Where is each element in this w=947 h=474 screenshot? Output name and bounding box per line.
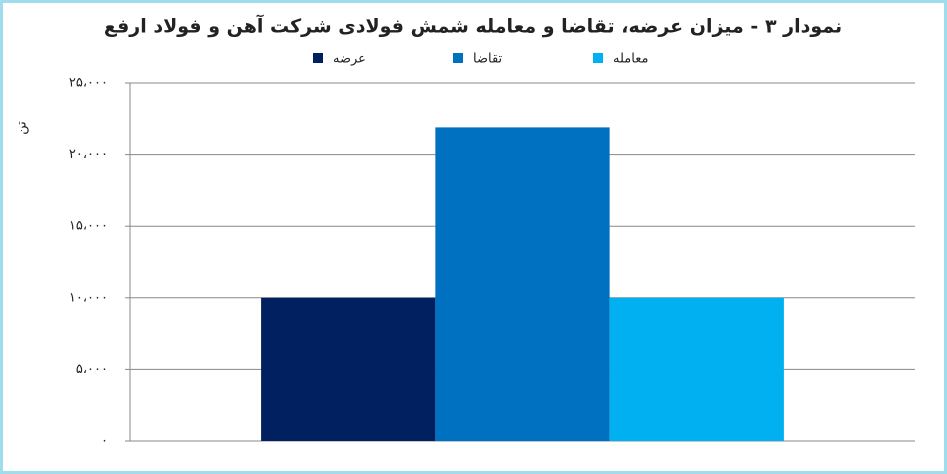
y-tick-label: ۱۵،۰۰۰	[69, 219, 108, 234]
legend-label: معامله	[613, 52, 648, 67]
y-tick-label: ۲۰،۰۰۰	[69, 147, 108, 162]
bar	[435, 127, 610, 441]
y-tick-label: ۲۵،۰۰۰	[69, 76, 108, 91]
legend-swatch	[313, 53, 323, 63]
legend-swatch	[593, 53, 603, 63]
y-tick-label: ۰	[101, 434, 108, 449]
legend-label: تقاضا	[473, 52, 503, 67]
chart-title: نمودار ۳ - میزان عرضه، تقاضا و معامله شم…	[104, 14, 842, 38]
legend-label: عرضه	[333, 52, 366, 67]
bar	[261, 297, 436, 441]
y-axis-label: تن	[15, 121, 30, 135]
y-tick-label: ۱۰،۰۰۰	[69, 290, 108, 305]
bar	[609, 297, 784, 441]
y-tick-label: ۵،۰۰۰	[76, 362, 108, 377]
legend-swatch	[453, 53, 463, 63]
